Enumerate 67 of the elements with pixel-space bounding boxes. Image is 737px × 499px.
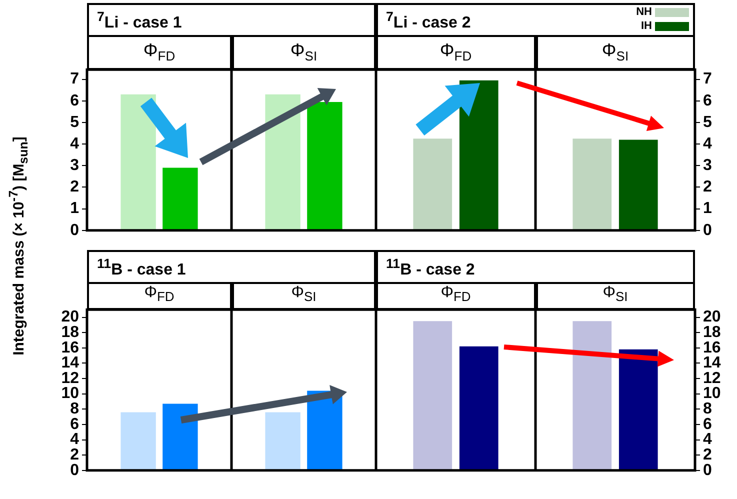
y-tick-label: 16: [703, 340, 721, 357]
x-tick-label: Φ$_{FD}$: [376, 35, 536, 70]
y-tick-label: 0: [703, 462, 712, 480]
bar: [307, 102, 342, 230]
y-tick-label: 6: [703, 416, 712, 434]
x-tick-label: Φ$_{FD}$: [87, 35, 232, 70]
x-tick-label: Φ$_{FD}$: [87, 282, 232, 310]
y-tick-label: 5: [703, 114, 712, 132]
bar: [618, 140, 658, 230]
x-tick-label: Φ$_{SI}$: [536, 282, 695, 310]
x-tick-label: Φ$_{SI}$: [232, 282, 376, 310]
bar: [265, 94, 300, 230]
y-tick-label: 2: [70, 179, 80, 196]
legend-label: IH: [641, 19, 652, 33]
y-tick-label: 0: [703, 222, 712, 240]
y-tick-label: 7: [70, 71, 80, 88]
bar: [413, 139, 452, 230]
chart-title: $^{7}$Li - case 2: [386, 9, 471, 32]
y-tick-label: 5: [70, 114, 80, 132]
y-tick-label: 8: [70, 400, 80, 418]
y-tick-label: 6: [70, 92, 80, 110]
y-tick-label: 18: [61, 324, 80, 342]
y-tick-label: 14: [703, 354, 721, 372]
y-tick-label: 20: [703, 309, 721, 326]
x-tick-label: Φ$_{SI}$: [232, 35, 376, 70]
y-tick-label: 12: [703, 370, 721, 388]
chart-title: $^{11}$B - case 2: [376, 250, 695, 284]
y-tick-label: 14: [61, 354, 80, 372]
bar: [459, 346, 498, 470]
y-tick-label: 2: [703, 446, 712, 464]
y-tick-label: 4: [703, 136, 712, 153]
y-tick-label: 0: [70, 462, 80, 480]
bar: [120, 412, 156, 470]
bar: [572, 139, 612, 230]
y-tick-label: 20: [61, 309, 80, 326]
y-tick-label: 16: [61, 340, 80, 357]
y-tick-label: 3: [70, 157, 80, 174]
bar: [307, 391, 342, 470]
y-tick-label: 10: [61, 386, 80, 403]
y-tick-label: 10: [703, 386, 721, 403]
y-tick-label: 2: [703, 179, 712, 196]
chart-title: $^{11}$B - case 1: [87, 250, 376, 284]
chart-title: $^{7}$Li - case 1: [87, 3, 376, 37]
y-tick-label: 6: [703, 92, 712, 110]
x-tick-label: Φ$_{FD}$: [376, 282, 536, 310]
bar: [162, 404, 198, 470]
bar: [162, 168, 198, 230]
bar: [120, 94, 156, 230]
y-tick-label: 3: [703, 157, 712, 174]
y-tick-label: 7: [703, 71, 712, 88]
bar: [572, 321, 612, 470]
x-tick-label: Φ$_{SI}$: [536, 35, 695, 70]
bar: [413, 321, 452, 470]
y-tick-label: 1: [70, 200, 80, 218]
bar: [265, 412, 300, 470]
y-tick-label: 4: [70, 432, 80, 449]
bar: [618, 350, 658, 470]
y-tick-label: 4: [703, 432, 712, 449]
y-tick-label: 1: [703, 200, 712, 218]
y-tick-label: 2: [70, 446, 80, 464]
y-tick-label: 18: [703, 324, 721, 342]
y-tick-label: 6: [70, 416, 80, 434]
y-tick-label: 0: [70, 222, 80, 240]
y-tick-label: 8: [703, 400, 712, 418]
legend-label: NH: [636, 5, 652, 19]
y-tick-label: 4: [70, 136, 80, 153]
y-tick-label: 12: [61, 370, 80, 388]
